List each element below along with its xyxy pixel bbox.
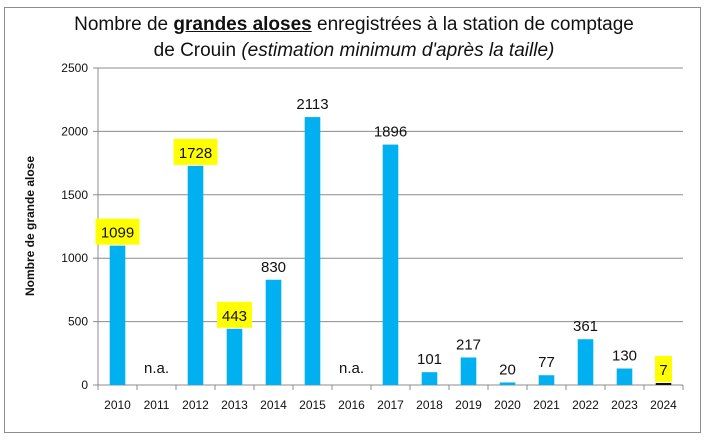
data-label-2018: 101 <box>417 351 442 368</box>
data-label-2010: 1099 <box>101 225 134 242</box>
x-tick-label-2023: 2023 <box>611 398 638 412</box>
x-tick-label-2014: 2014 <box>260 398 287 412</box>
bar-2024 <box>655 383 672 385</box>
title-bold: grandes aloses <box>173 14 312 35</box>
title-part2: enregistrées à la station de comptage <box>311 14 634 35</box>
label-highlight-2010 <box>95 218 140 245</box>
bar-2013 <box>226 328 243 385</box>
data-label-2011: n.a. <box>144 360 169 377</box>
y-tick-labels: 0 500 1000 1500 2000 2500 <box>61 61 88 392</box>
x-tick-label-2013: 2013 <box>221 398 248 412</box>
data-label-2014: 830 <box>261 259 286 276</box>
bar-2023 <box>616 368 633 385</box>
bars <box>109 117 672 386</box>
bar-2017 <box>382 144 399 385</box>
x-tick-label-2019: 2019 <box>455 398 482 412</box>
x-tick-label-2010: 2010 <box>104 398 131 412</box>
data-label-2019: 217 <box>456 336 481 353</box>
bar-2019 <box>460 357 477 385</box>
x-tick-label-2018: 2018 <box>416 398 443 412</box>
bar-2010 <box>109 245 126 385</box>
x-tick-label-2017: 2017 <box>377 398 404 412</box>
y-tick-label: 2500 <box>61 61 88 75</box>
x-tick-label-2024: 2024 <box>650 398 677 412</box>
x-tick-label-2011: 2011 <box>144 398 170 412</box>
y-tick-label: 0 <box>81 378 88 392</box>
bar-2020 <box>499 382 516 385</box>
x-tick-label-2021: 2021 <box>533 398 560 412</box>
title-part1: Nombre de <box>74 14 174 35</box>
bar-2014 <box>265 279 282 385</box>
label-highlight-2012 <box>173 138 218 165</box>
x-tick-label-2016: 2016 <box>338 398 365 412</box>
bar-2021 <box>538 375 555 385</box>
y-tick-label: 1000 <box>61 251 88 265</box>
data-label-2020: 20 <box>499 361 516 378</box>
x-tick-label-2022: 2022 <box>572 398 599 412</box>
data-label-2012: 1728 <box>179 145 212 162</box>
chart-title: Nombre de grandes aloses enregistrées à … <box>0 12 708 64</box>
data-label-2013: 443 <box>222 308 247 325</box>
data-label-2015: 2113 <box>296 96 328 113</box>
bar-2012 <box>187 165 204 385</box>
y-tick-label: 1500 <box>61 188 88 202</box>
data-label-2024: 7 <box>659 362 667 379</box>
title-line2: de Crouin <box>153 40 242 61</box>
data-label-2023: 130 <box>612 348 637 365</box>
data-label-2017: 1896 <box>374 124 407 141</box>
y-tick-label: 500 <box>68 315 88 329</box>
bar-2018 <box>421 372 438 385</box>
data-label-2016: n.a. <box>339 360 364 377</box>
data-label-2021: 77 <box>538 354 555 371</box>
x-tick-label-2015: 2015 <box>299 398 326 412</box>
x-tick-label-2012: 2012 <box>182 398 209 412</box>
label-highlight-2024 <box>655 356 672 382</box>
bar-2015 <box>304 117 321 386</box>
x-tick-labels: 2010 2011 2012 2013 2014 2015 2016 2017 2018 2019… <box>104 398 677 412</box>
bar-2022 <box>577 339 594 385</box>
title-line2-italic: (estimation minimum d'après la taille) <box>241 40 555 61</box>
y-tick-label: 2000 <box>61 124 88 138</box>
x-tick-label-2020: 2020 <box>494 398 521 412</box>
label-highlight-2013 <box>217 301 252 328</box>
y-axis-label: Nombre de grande alose <box>23 156 37 296</box>
data-label-2022: 361 <box>573 318 598 335</box>
